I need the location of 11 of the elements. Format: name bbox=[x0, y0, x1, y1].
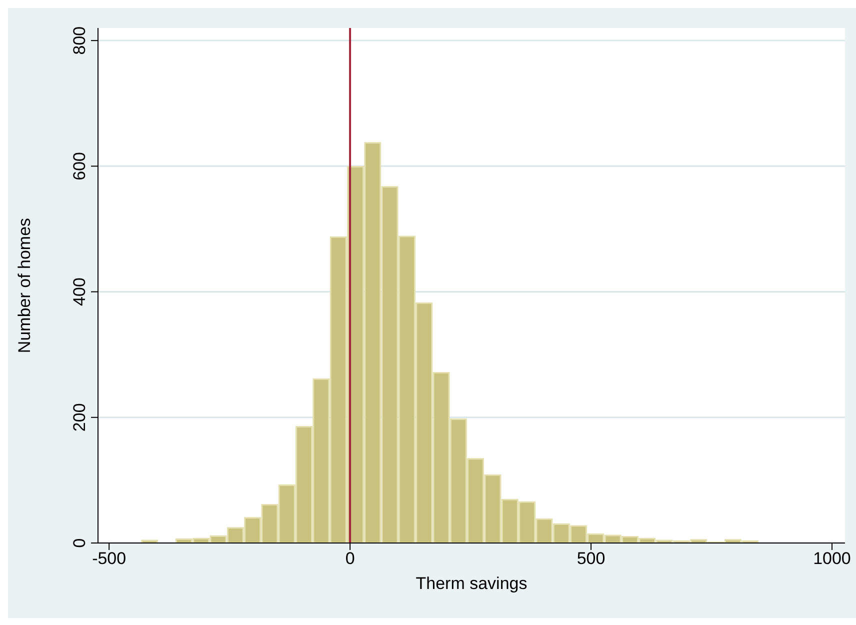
y-tick-label: 200 bbox=[70, 403, 89, 432]
x-tick-label: 1000 bbox=[813, 549, 851, 568]
x-tick-label: -500 bbox=[92, 549, 126, 568]
y-tick-label: 600 bbox=[70, 152, 89, 180]
y-tick-label: 400 bbox=[70, 278, 89, 306]
y-axis-title: Number of homes bbox=[15, 218, 34, 354]
y-tick-label: 0 bbox=[70, 538, 89, 548]
x-tick-label: 0 bbox=[345, 549, 355, 568]
x-tick-label: 500 bbox=[576, 549, 606, 568]
y-tick-label: 800 bbox=[70, 26, 89, 55]
x-axis-title: Therm savings bbox=[416, 574, 528, 593]
